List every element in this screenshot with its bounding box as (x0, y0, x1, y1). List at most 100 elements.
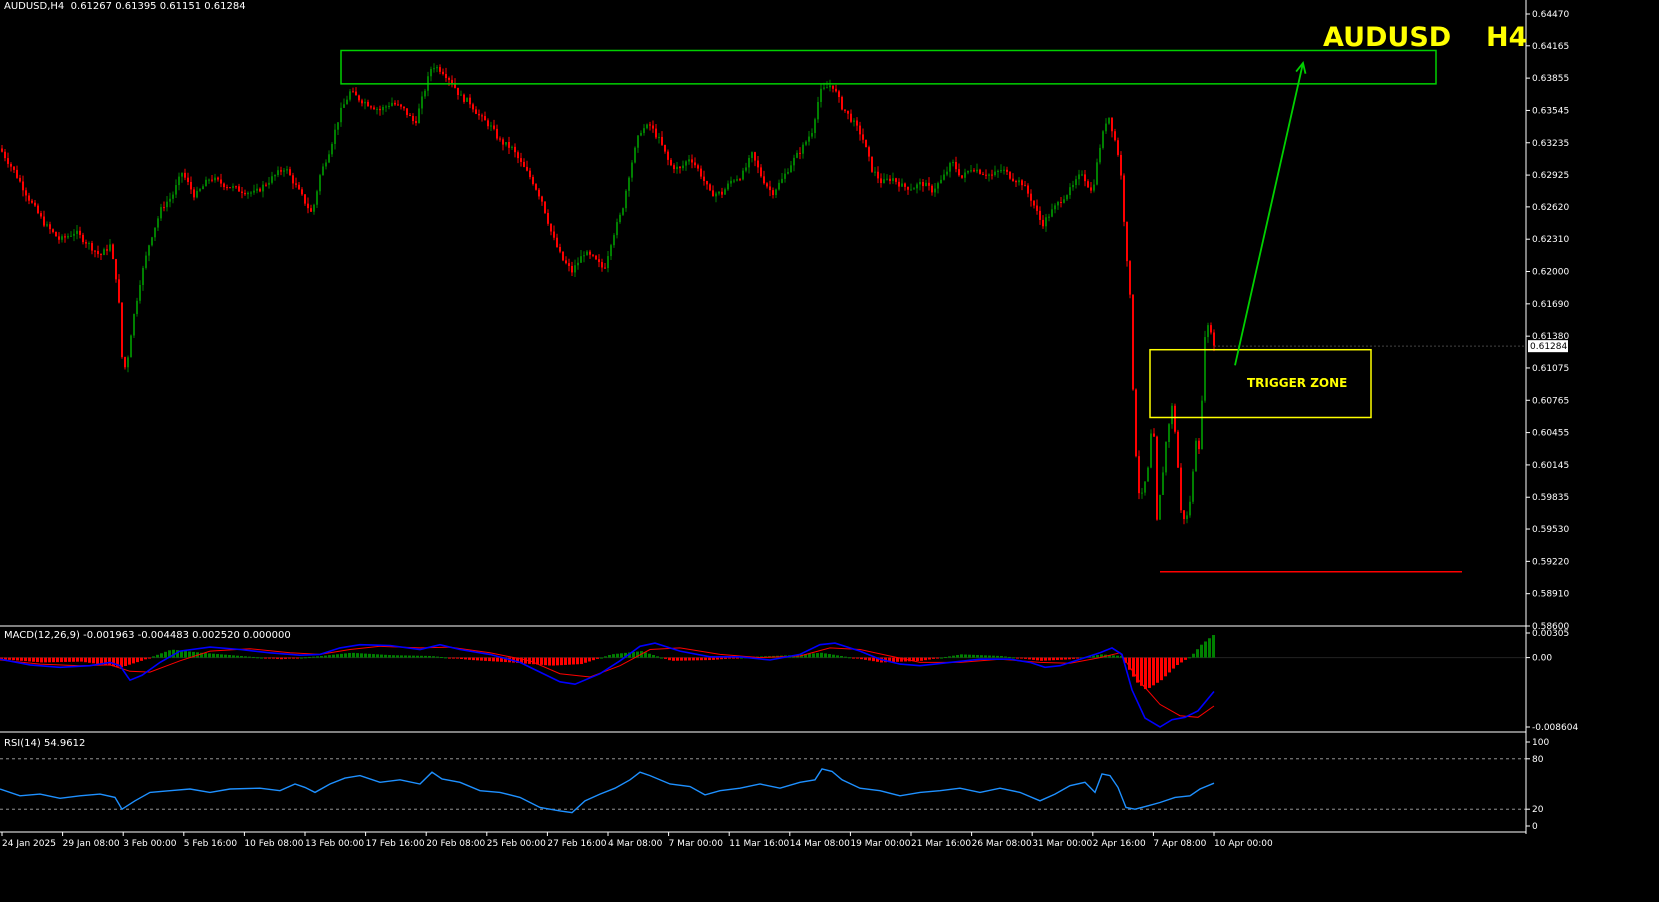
candle-body (871, 156, 873, 172)
macd-histogram-bar (404, 655, 407, 658)
macd-histogram-bar (336, 654, 339, 658)
macd-histogram-bar (1020, 657, 1023, 659)
candle-body (598, 259, 600, 263)
macd-histogram-bar (1156, 657, 1159, 683)
candle-body (442, 71, 444, 75)
candle-body (568, 263, 570, 266)
candle-body (991, 174, 993, 176)
candle-body (979, 169, 981, 174)
title-symbol: AUDUSD (1323, 22, 1452, 53)
candle-body (217, 177, 219, 180)
macd-histogram-bar (968, 654, 971, 658)
price-tick-label: 0.60765 (1532, 396, 1569, 406)
chart-overlays (340, 49, 1462, 573)
macd-histogram-bar (224, 654, 227, 658)
candle-body (919, 182, 921, 185)
candle-body (586, 251, 588, 256)
candle-body (712, 190, 714, 197)
candle-body (1000, 170, 1002, 172)
macd-histogram-bar (864, 657, 867, 660)
candle-body (286, 169, 288, 171)
candle-body (736, 179, 738, 181)
macd-histogram-bar (1112, 655, 1115, 658)
macd-histogram-bar (728, 657, 731, 659)
candle-body (643, 128, 645, 133)
candle-body (334, 129, 336, 144)
candle-body (778, 182, 780, 190)
macd-histogram-bar (720, 657, 723, 660)
candle-body (967, 170, 969, 173)
macd-histogram-bar (392, 655, 395, 658)
macd-histogram-bar (992, 655, 995, 658)
candle-body (820, 88, 822, 102)
macd-histogram-bar (292, 657, 295, 659)
macd-histogram-bar (896, 657, 899, 662)
candle-body (358, 95, 360, 101)
candle-body (514, 146, 516, 153)
candle-body (481, 115, 483, 117)
candle-body (667, 151, 669, 160)
candle-body (166, 201, 168, 208)
candle-body (523, 161, 525, 167)
candle-body (262, 184, 264, 192)
candle-body (400, 104, 402, 107)
candle-body (331, 143, 333, 155)
macd-histogram-bar (1000, 655, 1003, 658)
macd-main-line (0, 642, 1215, 728)
candle-body (397, 104, 399, 106)
candle-body (22, 181, 24, 191)
candle-body (1144, 481, 1146, 493)
candle-body (202, 186, 204, 190)
candle-body (799, 152, 801, 154)
macd-histogram-bar (952, 655, 955, 658)
candle-body (841, 97, 843, 110)
macd-histogram-bar (340, 653, 343, 658)
macd-histogram-bar (364, 653, 367, 658)
candle-body (232, 186, 234, 188)
candle-body (475, 109, 477, 114)
candle-body (511, 146, 513, 148)
candle-body (1003, 169, 1005, 171)
macd-histogram-bar (180, 650, 183, 658)
macd-histogram-bar (804, 654, 807, 658)
time-tick-label: 25 Feb 00:00 (487, 839, 546, 849)
candle-body (883, 179, 885, 184)
candle-body (187, 177, 189, 182)
candle-body (142, 267, 144, 286)
candle-body (559, 247, 561, 252)
candle-body (1054, 205, 1056, 210)
candle-body (190, 181, 192, 190)
candle-body (1201, 400, 1203, 450)
macd-histogram-bar (832, 654, 835, 658)
price-tick-label: 0.61380 (1532, 332, 1569, 342)
macd-histogram-bar (400, 655, 403, 658)
candle-body (628, 177, 630, 191)
macd-histogram-bar (108, 657, 111, 666)
macd-histogram-bar (984, 655, 987, 658)
macd-histogram-bar (276, 657, 279, 659)
candle-body (679, 166, 681, 169)
macd-histogram-bar (0, 657, 3, 660)
candle-body (283, 170, 285, 172)
candle-body (520, 158, 522, 162)
candle-body (1174, 405, 1176, 432)
candle-body (760, 167, 762, 177)
macd-histogram-bar (504, 657, 507, 663)
candle-body (337, 122, 339, 130)
macd-histogram-bar (164, 651, 167, 658)
candle-body (613, 235, 615, 246)
candle-body (412, 115, 414, 122)
candle-body (130, 335, 132, 358)
candle-body (238, 186, 240, 192)
macd-histogram-bar (16, 657, 19, 661)
candle-body (928, 182, 930, 186)
candle-body (1138, 456, 1140, 494)
candle-body (313, 204, 315, 212)
candle-body (949, 163, 951, 172)
candle-body (1192, 471, 1194, 502)
macd-histogram-bar (604, 656, 607, 658)
macd-histogram-bar (420, 655, 423, 658)
macd-histogram-bar (1004, 656, 1007, 658)
macd-histogram-bar (664, 657, 667, 659)
candle-body (199, 189, 201, 191)
